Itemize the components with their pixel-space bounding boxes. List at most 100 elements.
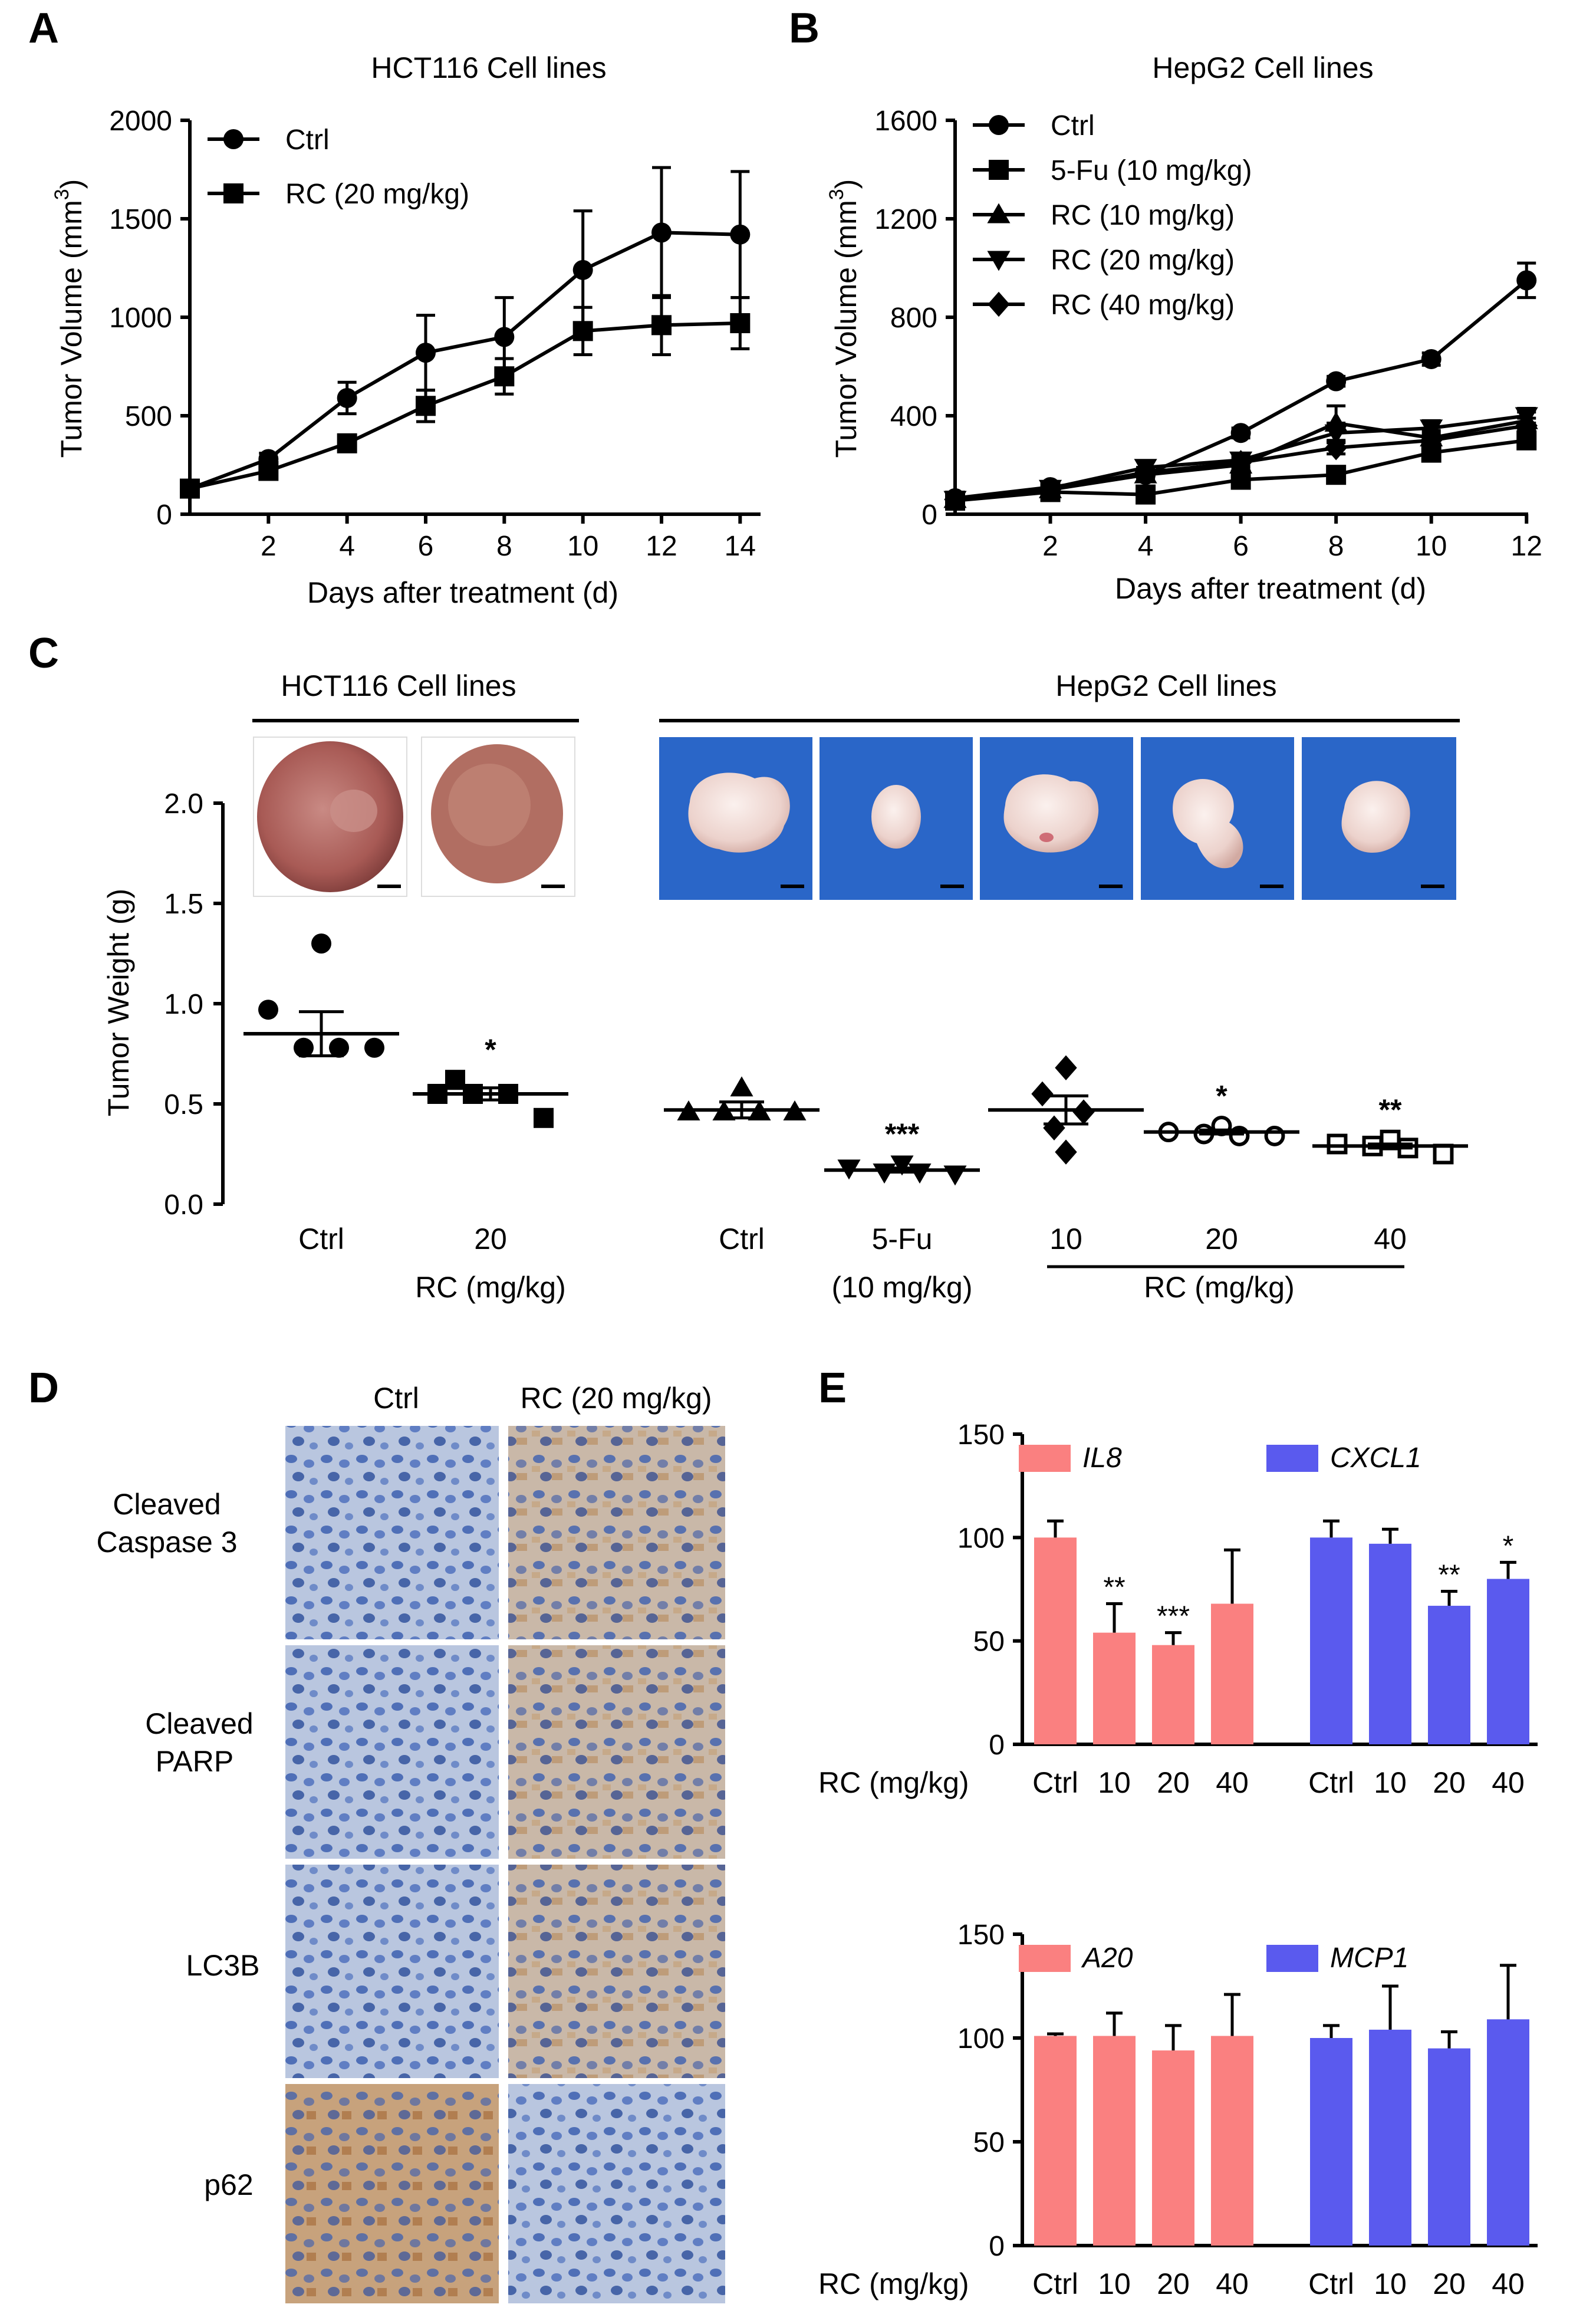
bar [1487,1579,1529,1744]
x-tick-label: 4 [1138,531,1154,562]
y-tick-label: 1.0 [164,989,203,1020]
y-tick-label: 500 [125,401,172,432]
data-point [1264,1125,1285,1146]
x-tick-label: 5-Fu [872,1222,933,1255]
y-tick-label: 100 [957,1523,1005,1554]
y-tick-label: 150 [957,1419,1005,1451]
series-5 [944,413,1538,512]
significance-label: ** [1103,1572,1125,1603]
x-tick-label: 10 [1049,1222,1082,1255]
x-tick-label: Ctrl [719,1222,765,1255]
tumor-photo [421,737,575,897]
legend-swatch [1266,1445,1318,1472]
x-axis-label: RC (mg/kg) [818,1766,969,1799]
data-point [944,487,966,512]
y-axis-label: Tumor Volume (mm3) [825,179,863,458]
y-tick-label: 50 [973,2127,1005,2158]
legend-marker [223,183,243,203]
data-point [730,224,751,245]
legend-label: Ctrl [285,124,330,156]
significance-label: *** [885,1117,920,1151]
x-tick-label: 10 [1416,531,1447,562]
x-tick-label: 20 [1433,1766,1466,1799]
bar [1310,2038,1352,2246]
y-ticks: 0 500 1000 1500 2000 [109,106,190,531]
scatter-group-7: ** [1312,1093,1468,1165]
y-tick-label: 0 [922,499,937,531]
x-tick-label: 10 [1374,1766,1407,1799]
data-point [873,1163,896,1184]
y-tick-label: 0 [989,2231,1005,2262]
data-point [1031,1081,1054,1107]
bar-chart-bottom: 0 50 100 150 Ctrl 10 20 40 Ctrl 10 20 40 RC (mg/kg) A… [818,1919,1538,2300]
panel-a: A HCT116 Cell lines 2 4 6 8 10 12 14 0 500 1000 1… [28,5,761,609]
y-tick-label: 1600 [874,106,937,137]
y-tick-label: 2.0 [164,788,203,820]
row-label: PARP [156,1745,233,1778]
y-axis-label-sup: 3 [825,189,848,200]
x-axis-label: Days after treatment (d) [1115,572,1426,605]
data-point [1055,1139,1077,1165]
legend-label: IL8 [1082,1442,1122,1474]
data-point [730,313,751,334]
x-tick-label: 8 [1328,531,1344,562]
x-tick-label: 6 [1233,531,1249,562]
legend-marker [987,251,1011,271]
bar [1428,1606,1470,1744]
scatter-group-1 [243,933,399,1058]
data-point [730,1076,753,1097]
significance-label: ** [1379,1093,1402,1126]
x-tick-label: 40 [1216,2267,1249,2300]
legend-label: MCP1 [1330,1942,1408,1974]
column-header: RC (20 mg/kg) [520,1382,712,1415]
legend-marker [989,160,1009,180]
series-group [943,261,1538,512]
data-point [445,1070,465,1090]
series-group [180,166,751,499]
panel-c: C HCT116 Cell lines HepG2 Cell lines [28,630,1468,1304]
y-axis-label-close: ) [55,179,88,189]
bar [1034,2036,1077,2246]
data-point [416,343,436,363]
x-tick-label: 20 [1157,1766,1190,1799]
x-tick-label: 12 [1511,531,1542,562]
scatter-group: ***** ** [243,933,1468,1186]
x-tick-label: 40 [1492,2267,1525,2300]
data-point [908,1163,932,1184]
y-tick-label: 50 [973,1626,1005,1658]
x-tick-label: 10 [1098,2267,1131,2300]
data-point [1055,1055,1077,1081]
panel-label-c: C [28,630,59,677]
legend-marker [223,129,243,149]
y-axis-label: Tumor Weight (g) [102,889,135,1116]
ihc-image [508,2084,725,2303]
x-tick-label: 20 [1433,2267,1466,2300]
y-ticks: 0.0 0.5 1.0 1.5 2.0 [164,788,223,1221]
ihc-image [508,1426,725,1639]
data-point [1433,1143,1454,1165]
x-tick-label: 10 [1374,2267,1407,2300]
row-label: p62 [204,2168,253,2201]
tumor-photo [1141,737,1294,900]
ihc-image [285,1645,499,1859]
panel-label-d: D [28,1365,59,1412]
y-axis-label-sup: 3 [51,189,73,200]
data-point [258,461,279,481]
legend-swatch [1266,1945,1318,1972]
x-tick-label: 20 [1205,1222,1238,1255]
data-point [534,1107,554,1128]
x-tick-label: 14 [725,531,756,562]
x-tick-label: Ctrl [298,1222,344,1255]
data-point [572,259,593,280]
legend-marker [988,291,1010,317]
data-point [337,387,357,408]
y-tick-label: 100 [957,2023,1005,2055]
y-axis-label-close: ) [830,179,863,189]
bar [1034,1537,1077,1744]
x-tick-label: 12 [646,531,677,562]
data-point [1072,1099,1095,1125]
y-axis-label-main: Tumor Volume (mm [830,200,863,458]
data-point [494,327,515,347]
bar [1211,2036,1253,2246]
